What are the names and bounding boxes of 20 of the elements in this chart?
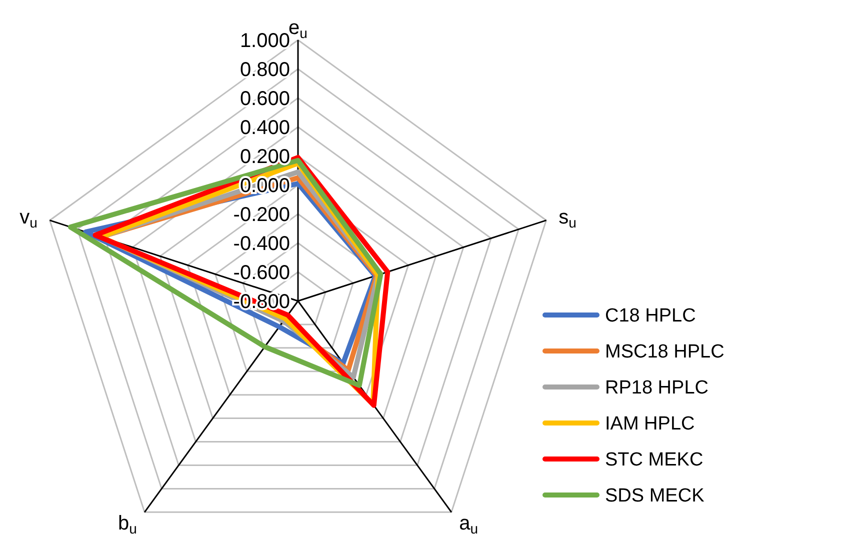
y-tick-label: -0.200 <box>233 204 290 226</box>
y-tick-label: 0.600 <box>240 88 290 110</box>
y-tick-label: -0.600 <box>233 262 290 284</box>
y-tick-label: 0.400 <box>240 117 290 139</box>
legend-label: MSC18 HPLC <box>605 342 724 363</box>
spoke-label: b$_{u}$ <box>118 512 137 537</box>
legend-label: IAM HPLC <box>605 414 695 435</box>
legend-label: SDS MECK <box>605 486 705 507</box>
legend-label: C18 HPLC <box>605 306 696 327</box>
y-tick-label: -0.400 <box>233 233 290 255</box>
legend-label: RP18 HPLC <box>605 378 708 399</box>
spoke-label: s$_{u}$ <box>558 206 576 230</box>
spoke-label: v$_{u}$ <box>20 206 38 230</box>
y-tick-label: 1.000 <box>240 30 290 52</box>
y-tick-label: 0.800 <box>240 59 290 81</box>
legend-label: STC MEKC <box>605 450 704 471</box>
spoke-label: e$_{u}$ <box>288 16 308 42</box>
y-tick-label: 0.200 <box>240 146 290 168</box>
y-tick-label: 0.000 <box>240 175 290 197</box>
spoke-label: a$_{u}$ <box>459 512 478 537</box>
